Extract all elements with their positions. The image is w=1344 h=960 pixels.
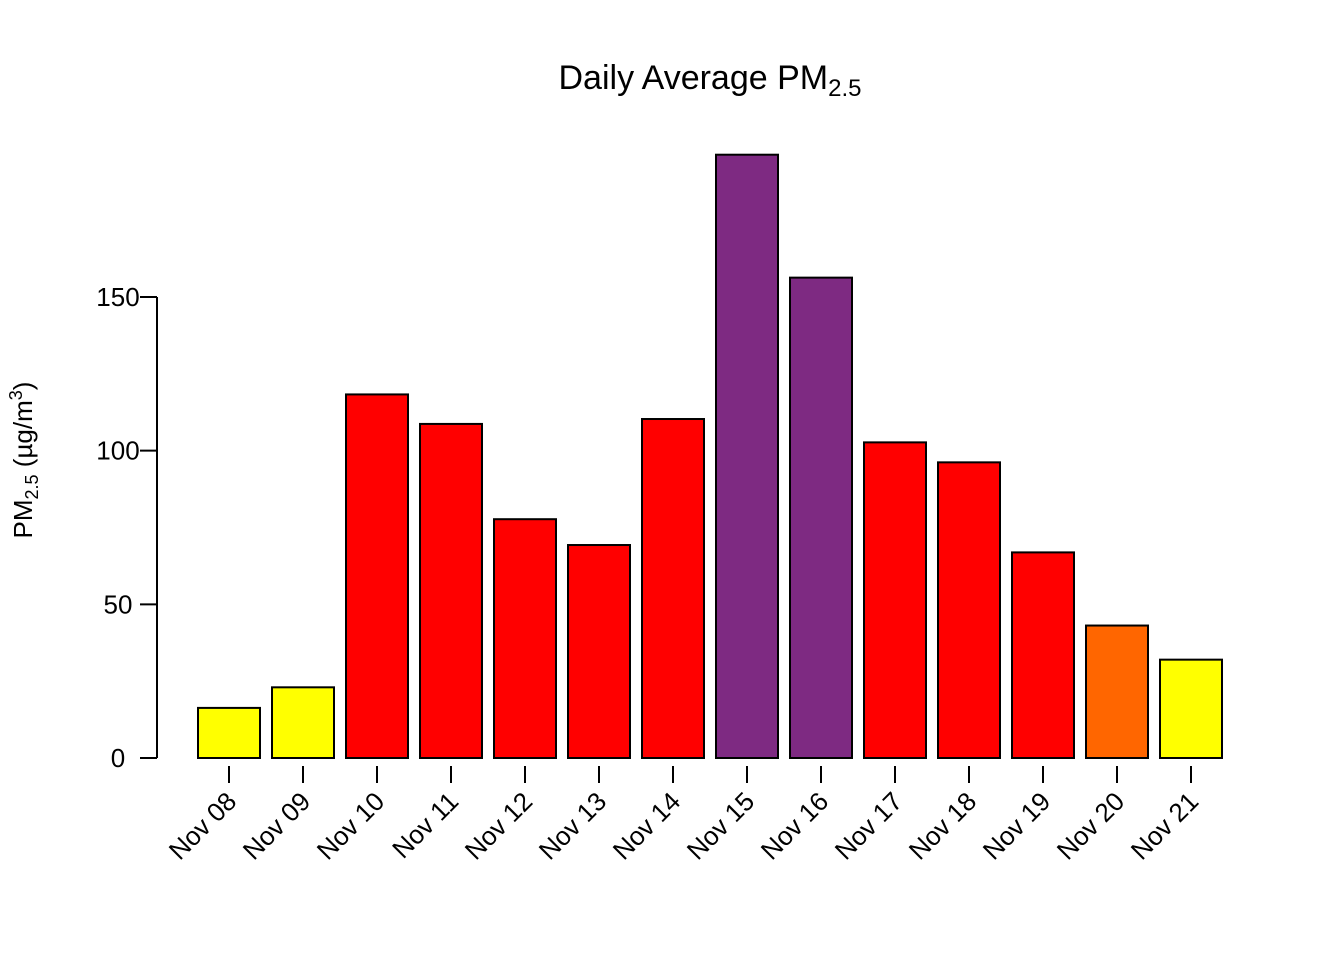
bar	[789, 276, 853, 759]
x-tick-label: Nov 15	[681, 786, 760, 865]
x-tick-label: Nov 19	[977, 786, 1056, 865]
x-tick-label: Nov 20	[1051, 786, 1130, 865]
y-tick-label: 0	[111, 743, 125, 773]
x-tick-label: Nov 11	[386, 786, 464, 864]
x-tick-label: Nov 13	[533, 786, 612, 865]
chart-title-subscript: 2.5	[828, 75, 861, 102]
x-tick-label: Nov 17	[829, 786, 908, 865]
x-tick-label: Nov 12	[459, 786, 538, 865]
y-tick-label: 100	[96, 436, 139, 466]
y-axis-label-close: )	[8, 382, 38, 391]
bar	[715, 153, 779, 760]
y-tick-label: 150	[96, 282, 139, 312]
y-axis-label-main: PM	[8, 499, 38, 538]
bar	[197, 706, 261, 759]
bar	[1159, 658, 1223, 759]
bar	[419, 422, 483, 759]
x-tick-label: Nov 14	[607, 786, 686, 865]
chart-title-main: Daily Average PM	[559, 59, 829, 97]
y-axis-label: PM2.5 (µg/m3)	[6, 382, 42, 539]
y-axis: 0 50 100 150	[96, 282, 158, 773]
chart-title: Daily Average PM2.5	[559, 59, 862, 102]
bars	[197, 153, 1223, 760]
bar	[1085, 624, 1149, 759]
bar	[345, 393, 409, 759]
x-tick-label: Nov 18	[903, 786, 982, 865]
x-tick-label: Nov 16	[755, 786, 834, 865]
bar	[863, 441, 927, 759]
y-axis-label-unit: (µg/m	[8, 400, 38, 474]
bar	[493, 518, 557, 760]
y-axis-label-subscript: 2.5	[22, 474, 42, 499]
x-tick-label: Nov 08	[163, 786, 242, 865]
bar	[937, 461, 1001, 759]
x-tick-label: Nov 09	[237, 786, 316, 865]
x-tick-label: Nov 21	[1125, 786, 1204, 865]
y-axis-label-superscript: 3	[6, 390, 26, 400]
x-tick-label: Nov 10	[311, 786, 390, 865]
y-tick-label: 50	[104, 589, 133, 619]
bar	[1011, 551, 1075, 759]
bar	[641, 418, 705, 759]
bar	[271, 686, 335, 760]
bar	[567, 544, 631, 759]
